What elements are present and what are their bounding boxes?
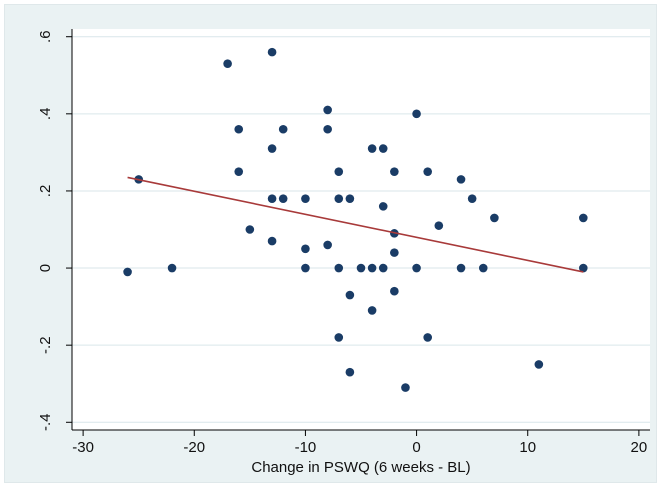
x-tick-label: -20 — [183, 439, 205, 456]
x-tick-label: -10 — [295, 439, 317, 456]
data-point — [323, 105, 332, 115]
x-tick-label: 20 — [631, 439, 648, 456]
data-point — [167, 263, 177, 273]
y-tick-label: 0 — [37, 264, 54, 272]
data-point — [345, 290, 355, 300]
data-point — [378, 202, 388, 211]
y-axis-ticks: -.4 -.2 0 .2 .4 .6 — [37, 30, 72, 431]
data-point — [579, 213, 588, 223]
data-point — [267, 144, 277, 153]
y-tick-label: .4 — [37, 108, 54, 121]
x-axis-ticks: -30 -20 -10 0 10 20 — [72, 430, 647, 456]
data-point — [301, 194, 310, 203]
data-point — [278, 124, 288, 134]
data-point — [378, 144, 388, 153]
data-point — [356, 263, 366, 273]
data-point — [345, 194, 355, 203]
data-point — [390, 286, 399, 296]
data-point — [301, 263, 310, 273]
y-tick-label: -.4 — [37, 414, 54, 432]
data-point — [490, 213, 499, 223]
data-point — [367, 306, 377, 315]
data-point — [390, 248, 399, 257]
data-point — [345, 367, 355, 377]
data-point — [323, 240, 332, 250]
data-point — [390, 167, 399, 176]
data-points — [123, 47, 588, 392]
data-point — [334, 333, 344, 342]
plot-area — [72, 29, 650, 430]
data-point — [267, 236, 277, 246]
data-point — [456, 263, 466, 273]
data-point — [367, 144, 377, 153]
data-point — [534, 360, 544, 369]
data-point — [245, 225, 255, 234]
y-tick-label: .2 — [37, 185, 54, 198]
data-point — [234, 124, 244, 134]
data-point — [456, 175, 466, 184]
x-tick-label: 10 — [519, 439, 536, 456]
data-point — [334, 167, 344, 176]
data-point — [401, 383, 410, 392]
data-point — [301, 244, 310, 254]
data-point — [412, 109, 421, 119]
data-point — [334, 194, 344, 203]
data-point — [412, 263, 421, 273]
data-point — [478, 263, 488, 273]
x-tick-label: 0 — [412, 439, 420, 456]
data-point — [378, 263, 388, 273]
data-point — [267, 47, 277, 57]
data-point — [334, 263, 344, 273]
y-tick-label: .6 — [37, 30, 54, 43]
x-axis-title: Change in PSWQ (6 weeks - BL) — [251, 459, 470, 476]
x-tick-label: -30 — [72, 439, 94, 456]
data-point — [123, 267, 132, 277]
data-point — [367, 263, 377, 273]
data-point — [423, 167, 432, 176]
data-point — [223, 59, 232, 69]
data-point — [423, 333, 432, 342]
data-point — [267, 194, 277, 203]
data-point — [434, 221, 444, 230]
data-point — [278, 194, 288, 203]
data-point — [323, 124, 332, 134]
data-point — [579, 263, 588, 273]
data-point — [467, 194, 477, 203]
y-tick-label: -.2 — [37, 336, 54, 354]
data-point — [234, 167, 244, 176]
fit-line — [127, 176, 584, 273]
